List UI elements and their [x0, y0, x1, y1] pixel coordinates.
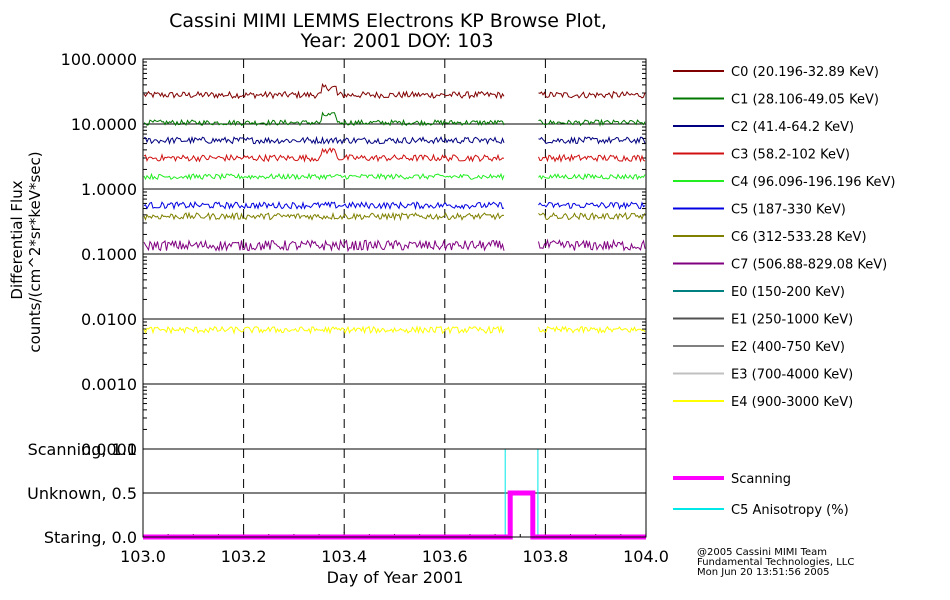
legend-label: E4 (900-3000 KeV)	[731, 395, 853, 410]
series-line	[143, 238, 505, 253]
x-tick-label: 104.0	[623, 547, 669, 566]
series-line	[143, 325, 505, 335]
status-tick-label: Staring, 0.0	[44, 528, 137, 547]
series-line	[538, 201, 646, 210]
y-tick-label: 0.0001	[81, 440, 137, 459]
x-axis-label: Day of Year 2001	[327, 568, 464, 587]
legend-label: E2 (400-750 KeV)	[731, 340, 845, 355]
legend-label: E0 (150-200 KeV)	[731, 285, 845, 300]
series-line	[538, 153, 646, 163]
x-tick-label: 103.4	[321, 547, 367, 566]
legend-label: E3 (700-4000 KeV)	[731, 368, 853, 383]
x-tick-label: 103.0	[120, 547, 166, 566]
status-frame	[142, 448, 647, 538]
legend-label: C5 Anisotropy (%)	[731, 503, 849, 518]
y-tick-label: 100.0000	[61, 50, 137, 69]
series-line	[143, 147, 505, 163]
y-tick-label: 1.0000	[81, 180, 137, 199]
status-tick-label: Scanning, 1.0	[28, 440, 137, 459]
credit-line-1: @2005 Cassini MIMI Team	[697, 547, 827, 558]
series-line	[143, 172, 505, 181]
y-tick-label: 0.0010	[81, 375, 137, 394]
series-line	[538, 135, 646, 145]
chart-title-line2: Year: 2001 DOY: 103	[299, 30, 493, 52]
x-tick-label: 103.8	[522, 547, 568, 566]
series-line	[143, 200, 505, 211]
legend-label: C6 (312-533.28 KeV)	[731, 230, 867, 245]
credit-line-3: Mon Jun 20 13:51:56 2005	[697, 567, 830, 578]
legend: C0 (20.196-32.89 KeV) C1 (28.106-49.05 Ke…	[673, 65, 895, 518]
flux-plot: 100.0000 10.0000 1.0000 0.1000 0.0100 0.0010 0…	[61, 50, 647, 459]
series-line	[144, 135, 505, 145]
legend-label: Scanning	[731, 472, 791, 487]
credit-line-2: Fundamental Technologies, LLC	[697, 557, 854, 568]
legend-label: C2 (41.4-64.2 KeV)	[731, 120, 854, 135]
y-tick-label: 10.0000	[71, 115, 137, 134]
series-line	[143, 211, 505, 222]
legend-label: E1 (250-1000 KeV)	[731, 313, 853, 328]
legend-label: C0 (20.196-32.89 KeV)	[731, 65, 879, 80]
y-axis-label-line1: Differential Flux	[8, 180, 26, 299]
y-tick-label: 0.1000	[81, 245, 137, 264]
legend-label: C3 (58.2-102 KeV)	[731, 148, 850, 163]
status-tick-label: Unknown, 0.5	[27, 484, 137, 503]
x-tick-label: 103.2	[221, 547, 267, 566]
y-axis-label-line2: counts/(cm^2*sr*keV*sec)	[26, 151, 44, 352]
legend-label: C7 (506.88-829.08 KeV)	[731, 258, 887, 273]
series-line	[538, 211, 646, 221]
series-line	[538, 325, 646, 335]
series-line	[538, 238, 646, 252]
y-tick-label: 0.0100	[81, 310, 137, 329]
legend-label: C4 (96.096-196.196 KeV)	[731, 175, 895, 190]
series-line	[143, 111, 505, 127]
legend-label: C1 (28.106-49.05 KeV)	[731, 93, 879, 108]
series-line	[538, 90, 646, 100]
series-line	[538, 118, 646, 127]
chart-title-line1: Cassini MIMI LEMMS Electrons KP Browse P…	[169, 10, 607, 32]
legend-label: C5 (187-330 KeV)	[731, 203, 846, 218]
series-line	[143, 82, 505, 100]
series-line	[538, 173, 646, 181]
x-tick-label: 103.6	[422, 547, 468, 566]
